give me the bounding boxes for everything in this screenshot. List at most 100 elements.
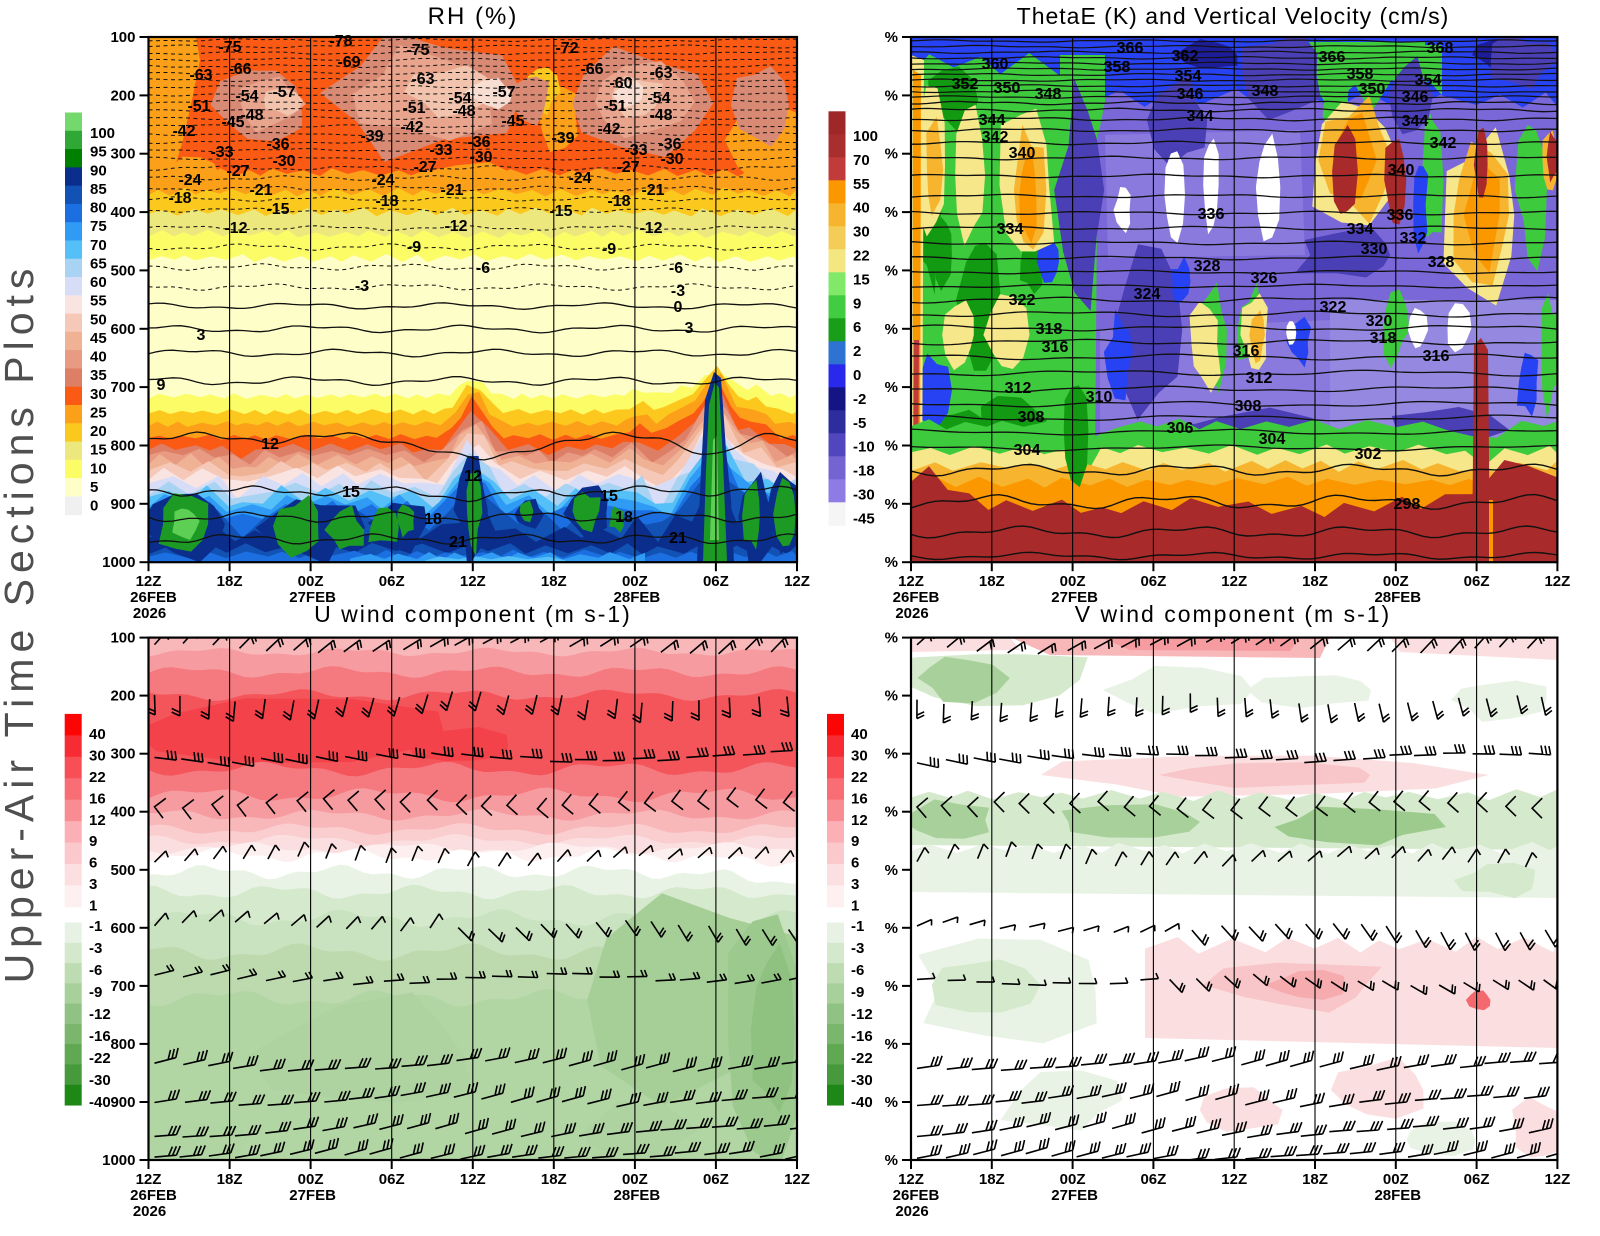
svg-text:354: 354: [1175, 68, 1202, 85]
svg-text:-75: -75: [218, 39, 241, 56]
svg-text:70: 70: [90, 237, 107, 254]
svg-text:2: 2: [853, 343, 861, 360]
svg-text:-12: -12: [639, 220, 662, 237]
svg-text:-57: -57: [492, 84, 515, 101]
svg-text:362: 362: [1172, 48, 1199, 65]
svg-text:-45: -45: [853, 510, 875, 527]
svg-text:90: 90: [90, 162, 107, 179]
svg-text:%: %: [885, 920, 898, 937]
svg-text:%: %: [885, 1094, 898, 1111]
svg-text:-3: -3: [89, 940, 102, 957]
svg-text:-5: -5: [853, 415, 866, 432]
svg-text:-33: -33: [624, 142, 647, 159]
svg-text:3: 3: [685, 320, 694, 337]
svg-text:2026: 2026: [133, 1203, 166, 1220]
svg-text:%: %: [885, 438, 898, 455]
svg-text:-1: -1: [851, 918, 864, 935]
svg-text:-16: -16: [89, 1028, 111, 1045]
svg-text:12Z: 12Z: [1221, 573, 1247, 590]
svg-text:100: 100: [110, 630, 135, 647]
svg-text:324: 324: [1134, 286, 1161, 303]
svg-text:55: 55: [90, 293, 107, 310]
svg-text:346: 346: [1402, 89, 1429, 106]
svg-text:15: 15: [600, 488, 618, 505]
svg-text:2026: 2026: [895, 1203, 928, 1220]
svg-text:-21: -21: [249, 182, 272, 199]
svg-text:-45: -45: [221, 114, 244, 131]
svg-text:336: 336: [1387, 207, 1414, 224]
svg-text:-42: -42: [597, 121, 620, 138]
svg-text:28FEB: 28FEB: [1374, 1187, 1421, 1204]
svg-text:3: 3: [89, 876, 97, 893]
svg-text:366: 366: [1319, 49, 1346, 66]
svg-text:900: 900: [110, 1094, 135, 1111]
svg-text:700: 700: [110, 379, 135, 396]
svg-text:-18: -18: [375, 193, 398, 210]
svg-text:700: 700: [110, 978, 135, 995]
svg-text:-54: -54: [647, 90, 670, 107]
svg-text:18: 18: [615, 509, 633, 526]
svg-text:RH (%): RH (%): [428, 3, 519, 30]
svg-text:334: 334: [997, 221, 1024, 238]
svg-text:358: 358: [1104, 59, 1131, 76]
svg-text:9: 9: [89, 833, 97, 850]
svg-text:%: %: [885, 321, 898, 338]
svg-text:18Z: 18Z: [1302, 573, 1328, 590]
svg-text:310: 310: [1086, 389, 1113, 406]
svg-text:26FEB: 26FEB: [130, 1187, 177, 1204]
svg-text:-27: -27: [226, 163, 249, 180]
svg-text:55: 55: [853, 176, 870, 193]
svg-text:22: 22: [89, 769, 106, 786]
svg-text:316: 316: [1233, 343, 1260, 360]
svg-text:%: %: [885, 862, 898, 879]
svg-text:18: 18: [424, 511, 442, 528]
svg-text:%: %: [885, 804, 898, 821]
svg-text:400: 400: [110, 804, 135, 821]
svg-text:-12: -12: [444, 218, 467, 235]
svg-text:400: 400: [110, 204, 135, 221]
svg-text:-42: -42: [172, 123, 195, 140]
svg-text:3: 3: [851, 876, 859, 893]
svg-text:352: 352: [952, 76, 979, 93]
svg-text:85: 85: [90, 181, 107, 198]
svg-text:12Z: 12Z: [784, 573, 810, 590]
svg-text:350: 350: [994, 80, 1021, 97]
svg-text:%: %: [885, 978, 898, 995]
svg-text:326: 326: [1251, 270, 1278, 287]
svg-text:00Z: 00Z: [298, 573, 324, 590]
svg-text:-54: -54: [235, 88, 258, 105]
svg-text:-39: -39: [360, 128, 383, 145]
svg-text:336: 336: [1198, 206, 1225, 223]
svg-text:334: 334: [1347, 221, 1374, 238]
svg-text:27FEB: 27FEB: [1051, 589, 1098, 606]
svg-text:60: 60: [90, 274, 107, 291]
svg-text:10: 10: [90, 460, 107, 477]
svg-text:%: %: [885, 87, 898, 104]
svg-text:200: 200: [110, 87, 135, 104]
svg-text:-60: -60: [609, 75, 632, 92]
svg-text:40: 40: [90, 349, 107, 366]
svg-text:-12: -12: [224, 220, 247, 237]
svg-text:0: 0: [674, 299, 683, 316]
svg-text:70: 70: [853, 152, 870, 169]
svg-text:%: %: [885, 146, 898, 163]
svg-text:350: 350: [1359, 81, 1386, 98]
svg-text:-51: -51: [187, 98, 210, 115]
svg-text:-40: -40: [851, 1094, 873, 1111]
svg-text:65: 65: [90, 255, 107, 272]
svg-text:9: 9: [851, 833, 859, 850]
svg-text:%: %: [885, 262, 898, 279]
svg-text:27FEB: 27FEB: [289, 1187, 336, 1204]
svg-text:35: 35: [90, 367, 107, 384]
svg-text:12: 12: [261, 436, 279, 453]
svg-text:-3: -3: [851, 940, 864, 957]
svg-text:318: 318: [1036, 321, 1063, 338]
svg-text:25: 25: [90, 404, 107, 421]
svg-text:346: 346: [1177, 86, 1204, 103]
svg-text:06Z: 06Z: [1464, 1171, 1490, 1188]
svg-text:06Z: 06Z: [1140, 1171, 1166, 1188]
svg-text:342: 342: [982, 129, 1009, 146]
svg-text:-18: -18: [607, 193, 630, 210]
svg-text:300: 300: [110, 146, 135, 163]
svg-text:-3: -3: [671, 283, 685, 300]
